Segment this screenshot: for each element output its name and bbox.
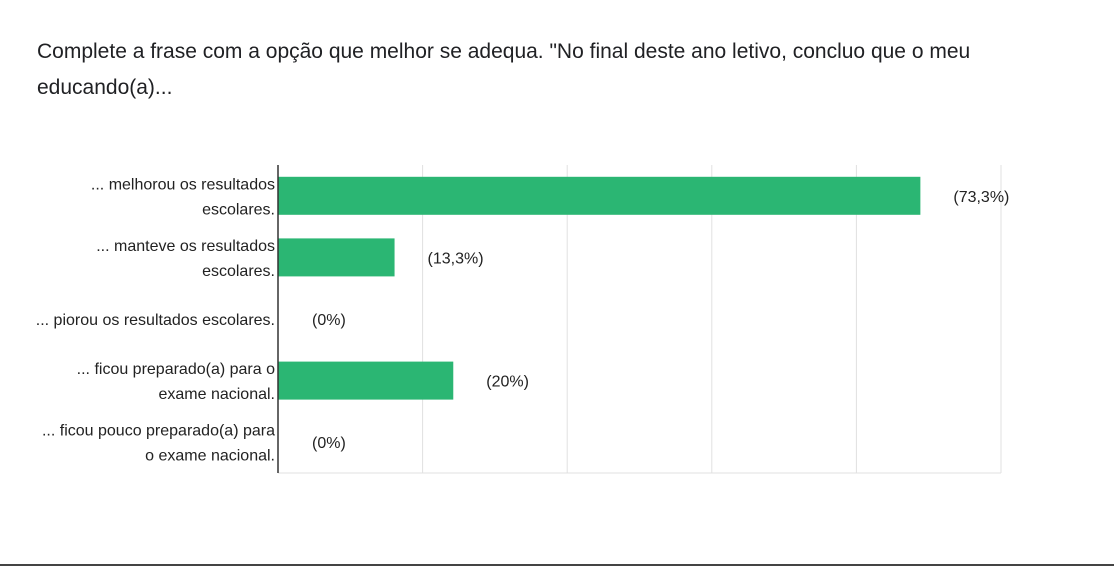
category-label-line: ... melhorou os resultados xyxy=(91,176,275,193)
value-label: (0%) xyxy=(312,312,346,329)
category-label: ... manteve os resultados escolares. xyxy=(96,238,275,280)
bottom-divider xyxy=(0,564,1114,566)
category-label-line: ... ficou pouco preparado(a) para xyxy=(42,423,275,440)
grid-lines xyxy=(278,165,1002,474)
value-label: (13,3%) xyxy=(428,250,484,267)
bar[interactable] xyxy=(278,238,395,277)
category-label-line: ... ficou preparado(a) para o xyxy=(77,361,275,378)
category-label-line: exame nacional. xyxy=(158,386,275,403)
value-label: (0%) xyxy=(312,435,346,452)
bar[interactable] xyxy=(278,176,921,215)
value-label: (73,3%) xyxy=(953,189,1009,206)
category-label: ... piorou os resultados escolares. xyxy=(36,312,275,329)
category-label-line: escolares. xyxy=(202,201,275,218)
value-label: (20%) xyxy=(486,374,529,391)
bar[interactable] xyxy=(278,361,454,400)
category-label: ... ficou pouco preparado(a) para o exame… xyxy=(42,423,275,465)
bars xyxy=(278,176,921,400)
category-label-line: escolares. xyxy=(202,263,275,280)
category-label-line: ... manteve os resultados xyxy=(96,238,275,255)
category-label: ... melhorou os resultados escolares. xyxy=(91,176,275,218)
question-title: Complete a frase com a opção que melhor … xyxy=(37,40,971,99)
value-labels: (73,3%) (13,3%) (0%) (20%) (0%) xyxy=(312,189,1009,452)
category-labels: ... melhorou os resultados escolares.... … xyxy=(36,176,275,464)
category-label: ... ficou preparado(a) para o exame nacio… xyxy=(77,361,275,403)
category-label-line: o exame nacional. xyxy=(145,448,275,465)
category-label-line: ... piorou os resultados escolares. xyxy=(36,312,275,329)
